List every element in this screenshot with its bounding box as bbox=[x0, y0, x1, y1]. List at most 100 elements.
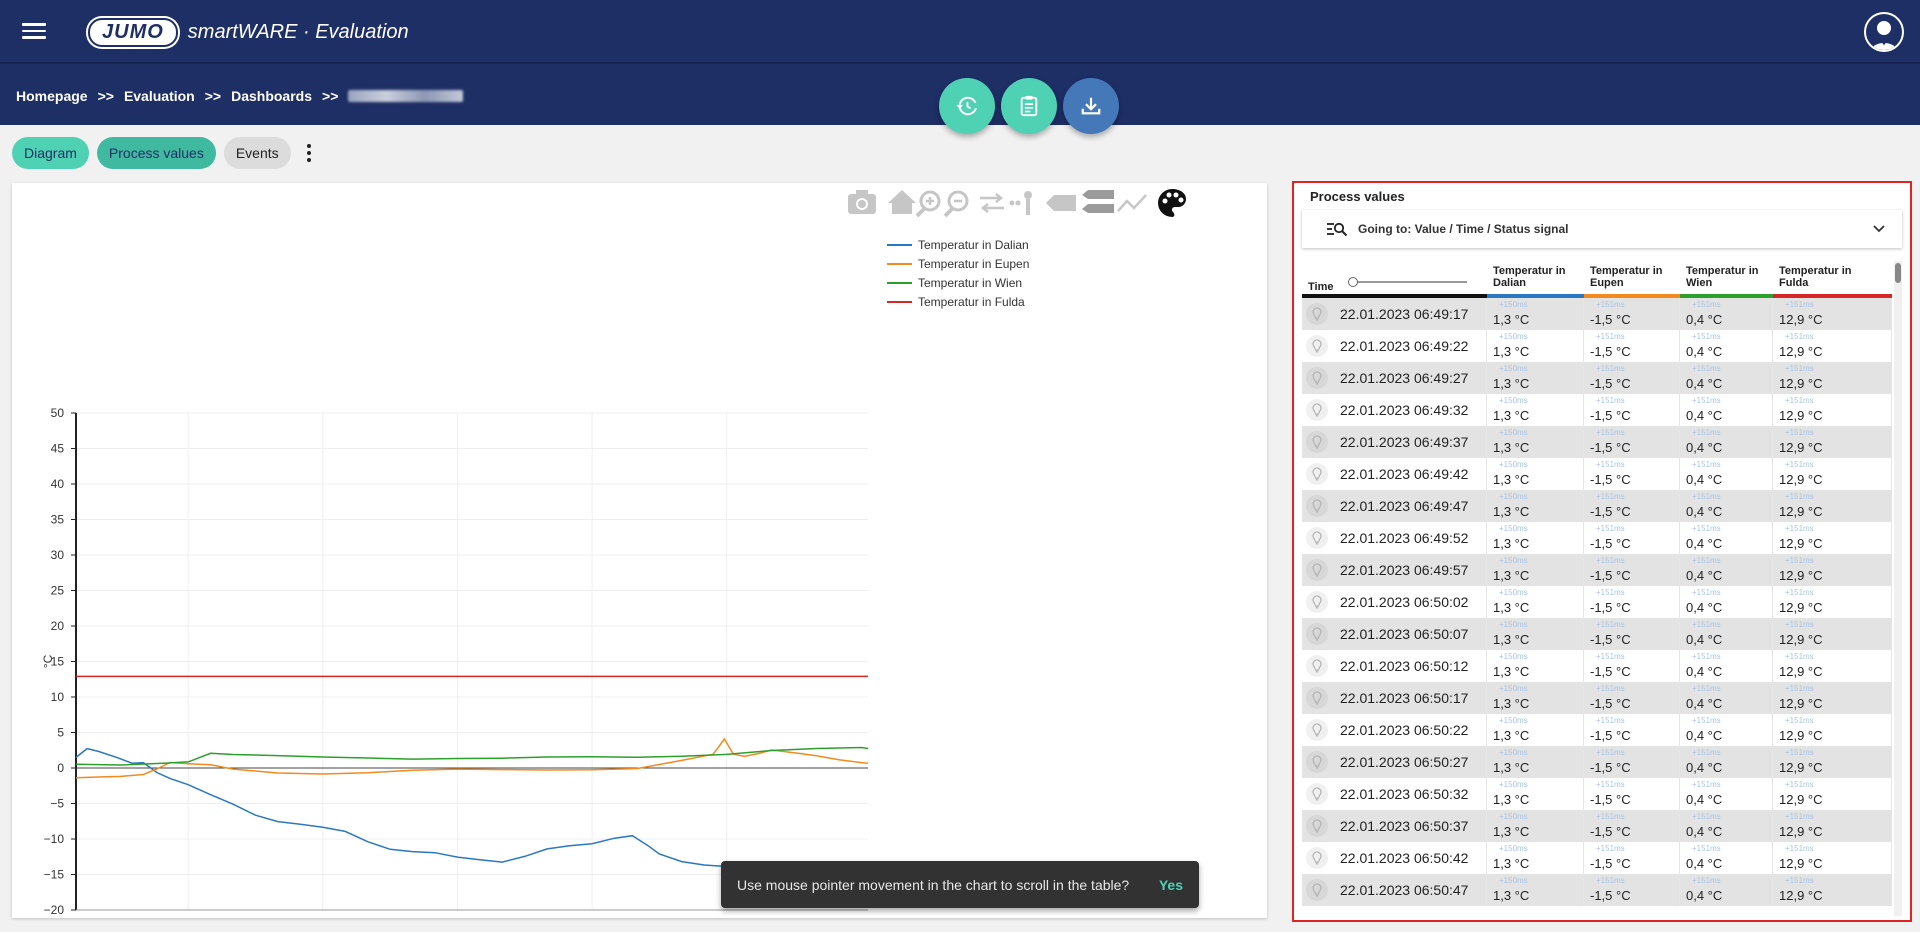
time-slider-handle[interactable] bbox=[1348, 277, 1358, 287]
offset-ms: +151ms bbox=[1692, 300, 1721, 309]
hamburger-menu-icon[interactable] bbox=[22, 20, 46, 40]
location-pin-icon[interactable] bbox=[1306, 367, 1328, 389]
camera-icon[interactable] bbox=[848, 190, 876, 214]
zoom-in-icon[interactable] bbox=[915, 190, 941, 218]
palette-icon[interactable] bbox=[1158, 189, 1187, 217]
offset-ms: +151ms bbox=[1785, 620, 1814, 629]
location-pin-icon[interactable] bbox=[1306, 591, 1328, 613]
value-cell: +151ms -1,5 °C bbox=[1584, 778, 1680, 810]
location-pin-icon[interactable] bbox=[1306, 687, 1328, 709]
goto-expander[interactable]: Going to: Value / Time / Status signal bbox=[1302, 210, 1902, 248]
location-pin-icon[interactable] bbox=[1306, 783, 1328, 805]
tab-diagram[interactable]: Diagram bbox=[12, 137, 89, 169]
offset-ms: +151ms bbox=[1785, 780, 1814, 789]
table-row[interactable]: 22.01.2023 06:50:17 +150ms 1,3 °C +151ms -1,… bbox=[1302, 682, 1892, 714]
table-scrollbar[interactable] bbox=[1894, 261, 1902, 916]
value-cell: +151ms 12,9 °C bbox=[1773, 426, 1892, 458]
offset-ms: +151ms bbox=[1692, 364, 1721, 373]
table-row[interactable]: 22.01.2023 06:49:22 +150ms 1,3 °C +151ms -1,… bbox=[1302, 330, 1892, 362]
value-cell: +150ms 1,3 °C bbox=[1487, 778, 1584, 810]
table-row[interactable]: 22.01.2023 06:50:12 +150ms 1,3 °C +151ms -1,… bbox=[1302, 650, 1892, 682]
temperature-chart[interactable]: −20−15−10−505101520253035404550°C12:0022… bbox=[12, 183, 1267, 918]
breadcrumb-homepage[interactable]: Homepage bbox=[16, 88, 88, 104]
location-pin-icon[interactable] bbox=[1306, 751, 1328, 773]
location-pin-icon[interactable] bbox=[1306, 847, 1328, 869]
table-row[interactable]: 22.01.2023 06:49:32 +150ms 1,3 °C +151ms -1,… bbox=[1302, 394, 1892, 426]
temperature-value: 12,9 °C bbox=[1779, 824, 1823, 839]
location-pin-icon[interactable] bbox=[1306, 559, 1328, 581]
table-row[interactable]: 22.01.2023 06:49:27 +150ms 1,3 °C +151ms -1,… bbox=[1302, 362, 1892, 394]
offset-ms: +151ms bbox=[1596, 556, 1625, 565]
location-pin-icon[interactable] bbox=[1306, 879, 1328, 901]
temperature-value: 0,4 °C bbox=[1686, 472, 1723, 487]
tag-icon[interactable] bbox=[1046, 195, 1076, 211]
value-cell: +151ms 12,9 °C bbox=[1773, 362, 1892, 394]
location-pin-icon[interactable] bbox=[1306, 527, 1328, 549]
location-pin-icon[interactable] bbox=[1306, 463, 1328, 485]
table-row[interactable]: 22.01.2023 06:50:02 +150ms 1,3 °C +151ms -1,… bbox=[1302, 586, 1892, 618]
offset-ms: +151ms bbox=[1596, 684, 1625, 693]
legend-entry[interactable]: Temperatur in Eupen bbox=[918, 257, 1029, 271]
temperature-value: -1,5 °C bbox=[1590, 504, 1631, 519]
offset-ms: +151ms bbox=[1692, 620, 1721, 629]
clipboard-button[interactable] bbox=[1001, 78, 1057, 134]
legend-entry[interactable]: Temperatur in Fulda bbox=[918, 295, 1025, 309]
legend-entry[interactable]: Temperatur in Wien bbox=[918, 276, 1022, 290]
value-cell: +151ms 0,4 °C bbox=[1680, 682, 1773, 714]
location-pin-icon[interactable] bbox=[1306, 719, 1328, 741]
offset-ms: +150ms bbox=[1499, 332, 1528, 341]
value-cell: +151ms -1,5 °C bbox=[1584, 458, 1680, 490]
table-row[interactable]: 22.01.2023 06:50:22 +150ms 1,3 °C +151ms -1,… bbox=[1302, 714, 1892, 746]
tab-process-values[interactable]: Process values bbox=[96, 137, 216, 169]
table-row[interactable]: 22.01.2023 06:50:07 +150ms 1,3 °C +151ms -1,… bbox=[1302, 618, 1892, 650]
value-cell: +151ms -1,5 °C bbox=[1584, 682, 1680, 714]
y-tick-label: 30 bbox=[51, 548, 65, 562]
breadcrumb-dashboards[interactable]: Dashboards bbox=[231, 88, 313, 104]
history-button[interactable] bbox=[939, 78, 995, 134]
value-cell: +150ms 1,3 °C bbox=[1487, 298, 1584, 330]
user-avatar-icon[interactable] bbox=[1864, 12, 1904, 52]
location-pin-icon[interactable] bbox=[1306, 335, 1328, 357]
temperature-value: 0,4 °C bbox=[1686, 408, 1723, 423]
location-pin-icon[interactable] bbox=[1306, 815, 1328, 837]
table-row[interactable]: 22.01.2023 06:49:52 +150ms 1,3 °C +151ms -1,… bbox=[1302, 522, 1892, 554]
table-row[interactable]: 22.01.2023 06:49:47 +150ms 1,3 °C +151ms -1,… bbox=[1302, 490, 1892, 522]
table-row[interactable]: 22.01.2023 06:49:42 +150ms 1,3 °C +151ms -1,… bbox=[1302, 458, 1892, 490]
location-pin-icon[interactable] bbox=[1306, 431, 1328, 453]
home-icon[interactable] bbox=[888, 190, 916, 214]
location-pin-icon[interactable] bbox=[1306, 495, 1328, 517]
column-header-eupen: Temperatur in Eupen bbox=[1584, 261, 1680, 298]
time-slider[interactable] bbox=[1348, 277, 1467, 287]
location-pin-icon[interactable] bbox=[1306, 623, 1328, 645]
zoom-out-icon[interactable] bbox=[943, 190, 969, 218]
pan-icon[interactable] bbox=[980, 193, 1004, 213]
offset-ms: +150ms bbox=[1499, 620, 1528, 629]
value-cell: +151ms -1,5 °C bbox=[1584, 714, 1680, 746]
breadcrumb-current-blurred bbox=[348, 90, 464, 102]
legend-entry[interactable]: Temperatur in Dalian bbox=[918, 238, 1029, 252]
trend-icon[interactable] bbox=[1117, 194, 1147, 212]
table-row[interactable]: 22.01.2023 06:50:32 +150ms 1,3 °C +151ms -1,… bbox=[1302, 778, 1892, 810]
tab-events[interactable]: Events bbox=[223, 137, 291, 169]
breadcrumb-evaluation[interactable]: Evaluation bbox=[123, 88, 195, 104]
stack-icon[interactable] bbox=[1082, 190, 1114, 213]
more-options-icon[interactable] bbox=[299, 137, 319, 169]
table-row[interactable]: 22.01.2023 06:50:42 +150ms 1,3 °C +151ms -1,… bbox=[1302, 842, 1892, 874]
table-row[interactable]: 22.01.2023 06:50:37 +150ms 1,3 °C +151ms -1,… bbox=[1302, 810, 1892, 842]
table-row[interactable]: 22.01.2023 06:49:17 +150ms 1,3 °C +151ms -1,… bbox=[1302, 298, 1892, 330]
download-button[interactable] bbox=[1063, 78, 1119, 134]
offset-ms: +151ms bbox=[1692, 556, 1721, 565]
table-row[interactable]: 22.01.2023 06:50:27 +150ms 1,3 °C +151ms -1,… bbox=[1302, 746, 1892, 778]
temperature-value: 12,9 °C bbox=[1779, 664, 1823, 679]
location-pin-icon[interactable] bbox=[1306, 399, 1328, 421]
location-pin-icon[interactable] bbox=[1306, 655, 1328, 677]
select-icon[interactable] bbox=[1009, 191, 1033, 215]
time-cell: 22.01.2023 06:49:52 bbox=[1302, 522, 1487, 554]
table-row[interactable]: 22.01.2023 06:49:37 +150ms 1,3 °C +151ms -1,… bbox=[1302, 426, 1892, 458]
table-row[interactable]: 22.01.2023 06:49:57 +150ms 1,3 °C +151ms -1,… bbox=[1302, 554, 1892, 586]
location-pin-icon[interactable] bbox=[1306, 303, 1328, 325]
value-cell: +151ms 12,9 °C bbox=[1773, 778, 1892, 810]
table-row[interactable]: 22.01.2023 06:50:47 +150ms 1,3 °C +151ms -1,… bbox=[1302, 874, 1892, 906]
table-scrollbar-thumb[interactable] bbox=[1895, 263, 1901, 283]
snackbar-yes-button[interactable]: Yes bbox=[1158, 876, 1183, 893]
